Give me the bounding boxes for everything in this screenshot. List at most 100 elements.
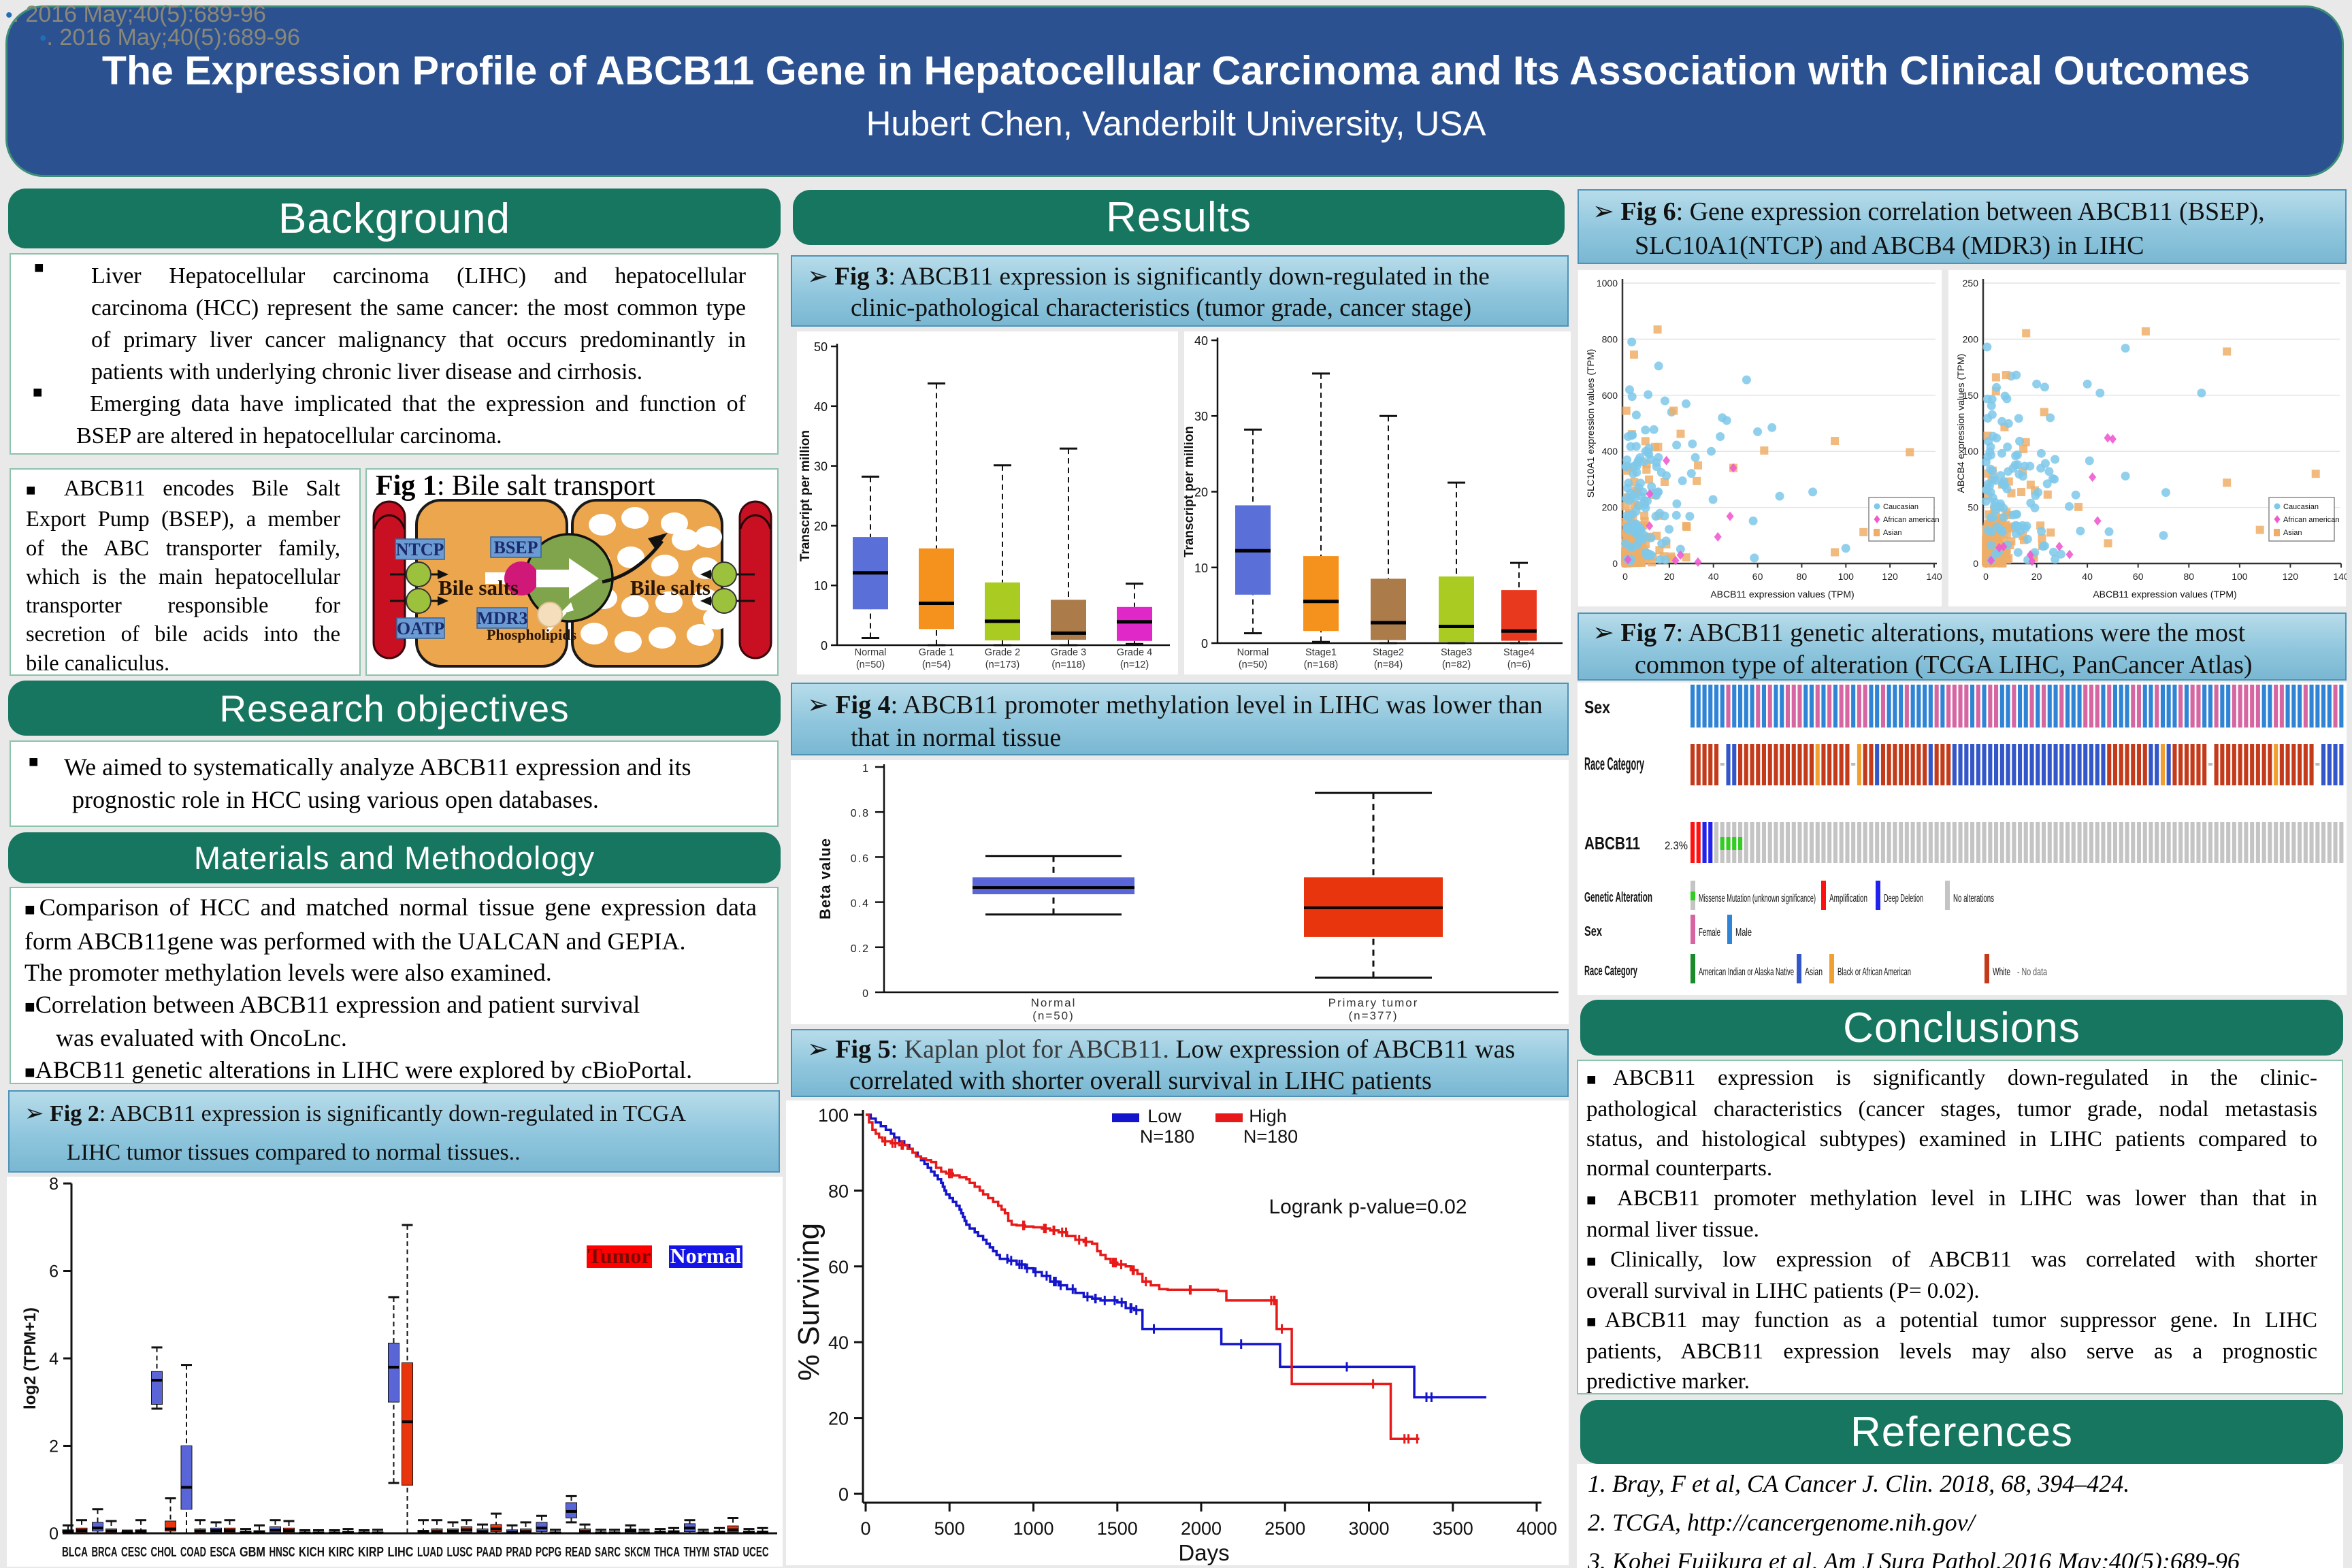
svg-text:ABCB4 expression values (TPM): ABCB4 expression values (TPM)	[1955, 354, 1966, 493]
svg-text:100: 100	[818, 1105, 849, 1126]
svg-text:(n=377): (n=377)	[1348, 1009, 1398, 1022]
svg-text:% Surviving: % Surviving	[792, 1223, 826, 1381]
svg-text:Stage3: Stage3	[1441, 647, 1472, 658]
svg-text:KICH: KICH	[299, 1545, 325, 1560]
svg-text:Deep Deletion: Deep Deletion	[1884, 893, 1923, 904]
svg-text:(n=12): (n=12)	[1120, 659, 1149, 670]
svg-text:20: 20	[1194, 486, 1208, 500]
svg-text:Transcript per million: Transcript per million	[798, 430, 813, 561]
svg-text:African american: African american	[2283, 516, 2340, 524]
svg-text:Normal: Normal	[1237, 647, 1269, 658]
svg-text:PAAD: PAAD	[476, 1545, 502, 1560]
svg-text:(n=50): (n=50)	[1239, 659, 1267, 670]
svg-text:0: 0	[1201, 637, 1208, 651]
svg-text:- No data: - No data	[2017, 966, 2047, 978]
svg-text:20: 20	[814, 519, 828, 533]
svg-text:100: 100	[1963, 446, 1979, 457]
svg-text:BRCA: BRCA	[92, 1545, 118, 1560]
svg-text:0: 0	[821, 639, 828, 653]
svg-text:SARC: SARC	[595, 1545, 621, 1560]
svg-text:Beta value: Beta value	[817, 838, 834, 919]
svg-text:(n=118): (n=118)	[1051, 659, 1085, 670]
svg-text:140: 140	[1926, 571, 1942, 582]
svg-text:OATP: OATP	[397, 619, 444, 638]
svg-text:KIRP: KIRP	[358, 1545, 384, 1560]
svg-text:Grade 1: Grade 1	[919, 647, 954, 658]
svg-text:100: 100	[1838, 571, 1855, 582]
svg-text:Missense Mutation (unknown sig: Missense Mutation (unknown significance)	[1699, 893, 1816, 904]
svg-text:SKCM: SKCM	[625, 1545, 651, 1560]
svg-text:0.2: 0.2	[851, 943, 870, 955]
svg-text:80: 80	[1797, 571, 1808, 582]
svg-text:Primary tumor: Primary tumor	[1328, 996, 1419, 1009]
svg-text:20: 20	[2031, 571, 2042, 582]
svg-text:No alterations: No alterations	[1953, 893, 1994, 904]
svg-text:Amplification: Amplification	[1829, 893, 1867, 904]
svg-text:30: 30	[1194, 410, 1208, 423]
svg-text:0: 0	[1612, 558, 1618, 569]
svg-text:Caucasian: Caucasian	[2283, 503, 2319, 511]
svg-text:Sex: Sex	[1584, 697, 1610, 717]
svg-text:SLC10A1 expression values (TPM: SLC10A1 expression values (TPM)	[1585, 349, 1596, 498]
svg-text:African american: African american	[1883, 516, 1940, 524]
svg-text:ESCA: ESCA	[210, 1545, 236, 1560]
svg-text:4000: 4000	[1516, 1518, 1557, 1539]
svg-text:N=180: N=180	[1243, 1126, 1298, 1147]
svg-text:0: 0	[1973, 558, 1978, 569]
svg-text:Bile salts: Bile salts	[630, 576, 710, 600]
svg-text:1000: 1000	[1013, 1518, 1054, 1539]
svg-text:Normal: Normal	[1031, 996, 1077, 1009]
svg-text:Asian: Asian	[1805, 966, 1823, 978]
svg-text:KIRC: KIRC	[329, 1545, 355, 1560]
svg-text:Grade 2: Grade 2	[985, 647, 1020, 658]
svg-text:Stage1: Stage1	[1305, 647, 1337, 658]
svg-text:READ: READ	[566, 1545, 591, 1560]
svg-text:THYM: THYM	[684, 1545, 710, 1560]
svg-text:LUAD: LUAD	[417, 1545, 443, 1560]
svg-text:COAD: COAD	[180, 1545, 206, 1560]
svg-text:100: 100	[2232, 571, 2248, 582]
svg-text:Tumor: Tumor	[587, 1243, 651, 1268]
svg-text:CHOL: CHOL	[151, 1545, 177, 1560]
svg-text:LIHC: LIHC	[388, 1545, 414, 1560]
svg-text:(n=84): (n=84)	[1374, 659, 1403, 670]
svg-text:120: 120	[1882, 571, 1898, 582]
svg-text:LUSC: LUSC	[447, 1545, 473, 1560]
svg-text:Race Category: Race Category	[1584, 964, 1637, 979]
svg-text:Logrank p-value=0.02: Logrank p-value=0.02	[1269, 1196, 1467, 1218]
svg-text:800: 800	[1602, 333, 1618, 344]
svg-text:NTCP: NTCP	[396, 540, 444, 559]
svg-text:0: 0	[1622, 571, 1628, 582]
svg-text:200: 200	[1963, 333, 1979, 344]
svg-text:1500: 1500	[1097, 1518, 1138, 1539]
svg-text:High: High	[1249, 1106, 1287, 1126]
svg-text:500: 500	[934, 1518, 965, 1539]
svg-text:0: 0	[838, 1484, 849, 1505]
svg-text:Male: Male	[1735, 927, 1752, 938]
svg-text:THCA: THCA	[654, 1545, 680, 1560]
svg-text:1000: 1000	[1597, 278, 1618, 289]
svg-text:150: 150	[1963, 390, 1979, 401]
svg-text:3500: 3500	[1433, 1518, 1473, 1539]
svg-text:log2 (TPM+1): log2 (TPM+1)	[21, 1307, 39, 1409]
svg-text:(n=168): (n=168)	[1304, 659, 1338, 670]
svg-text:120: 120	[2283, 571, 2299, 582]
svg-text:Stage4: Stage4	[1503, 647, 1535, 658]
svg-text:UCEC: UCEC	[743, 1545, 769, 1560]
svg-text:Grade 3: Grade 3	[1051, 647, 1086, 658]
svg-text:White: White	[1993, 966, 2010, 978]
svg-text:Female: Female	[1699, 927, 1720, 938]
svg-text:60: 60	[828, 1257, 849, 1277]
svg-text:3000: 3000	[1348, 1518, 1389, 1539]
svg-text:(n=54): (n=54)	[922, 659, 951, 670]
svg-text:BLCA: BLCA	[62, 1545, 88, 1560]
svg-text:PCPG: PCPG	[536, 1545, 561, 1560]
svg-text:Normal: Normal	[855, 647, 887, 658]
svg-text:(n=50): (n=50)	[1032, 1009, 1075, 1022]
svg-text:10: 10	[814, 579, 828, 593]
svg-text:Stage2: Stage2	[1373, 647, 1404, 658]
svg-text:0: 0	[49, 1524, 59, 1544]
svg-text:60: 60	[2133, 571, 2144, 582]
svg-text:Normal: Normal	[670, 1243, 742, 1268]
svg-text:N=180: N=180	[1140, 1126, 1194, 1147]
